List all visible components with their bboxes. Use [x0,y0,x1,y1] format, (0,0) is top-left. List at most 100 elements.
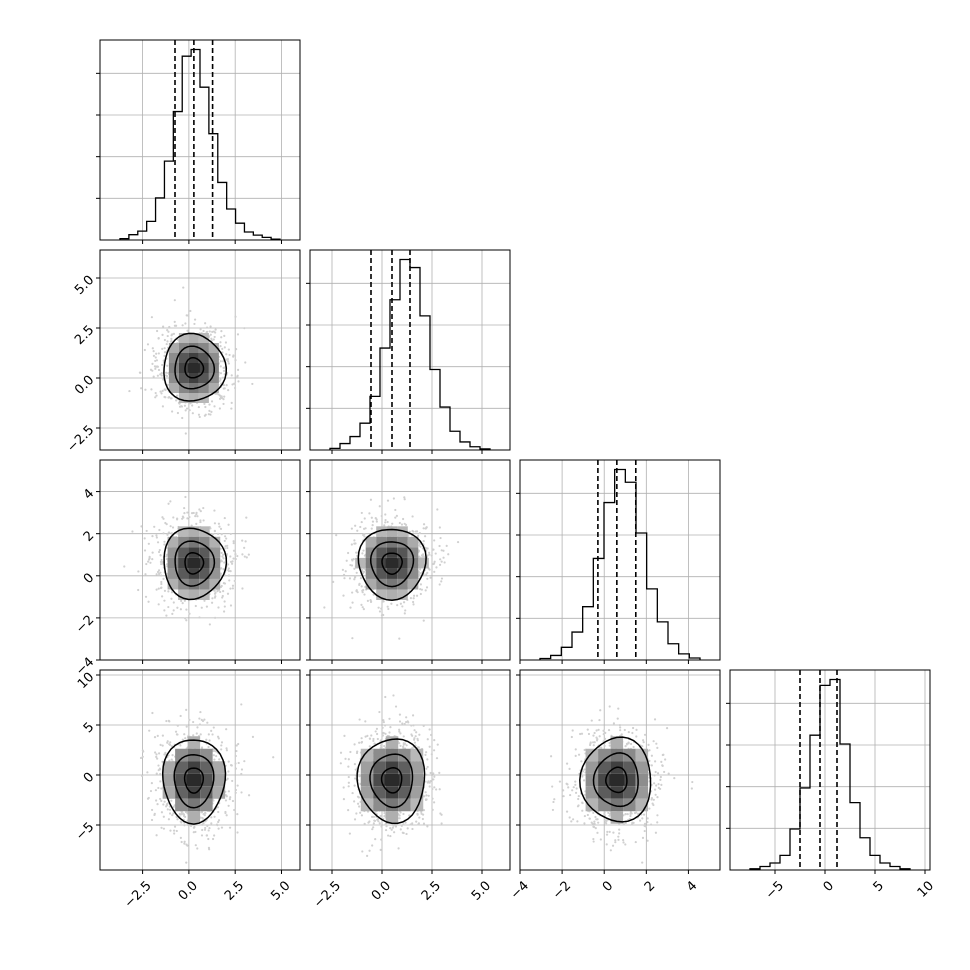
scatter-point [155,329,159,333]
scatter-point [438,583,441,586]
density-cell [585,798,599,812]
scatter-point [641,817,644,820]
scatter-point [181,602,184,605]
scatter-point [208,409,211,412]
scatter-point [200,834,204,837]
scatter-point [410,724,413,727]
scatter-point [212,338,215,341]
scatter-point [155,834,158,837]
density-cell [398,786,411,799]
scatter-point [228,579,231,582]
scatter-point [219,341,222,344]
scatter-point [425,573,428,576]
density-cell [376,526,387,537]
density-cell [175,798,188,812]
scatter-point [607,728,611,732]
scatter-point [172,332,176,335]
scatter-point [224,341,228,344]
scatter-point [456,540,460,544]
scatter-point [163,609,166,612]
scatter-point [332,580,335,583]
scatter-point [166,329,169,332]
scatter-point [347,785,350,788]
scatter-point [183,506,186,510]
scatter-point [223,346,226,349]
x-tick-label: 4 [684,878,700,894]
scatter-point [590,821,593,824]
scatter-point [213,335,216,339]
scatter-point [425,773,428,776]
scatter-point [347,775,350,779]
scatter-point [193,322,196,326]
scatter-point [190,511,194,515]
scatter-point [179,714,182,718]
density-cell [199,557,210,569]
scatter-point [351,591,354,594]
scatter-point [155,753,158,756]
scatter-point [157,786,160,790]
density-cell [585,748,599,762]
contour-line [592,752,639,808]
scatter-point [402,517,405,521]
scatter-point [368,745,371,748]
density-cell [209,568,221,579]
scatter-point [219,527,223,530]
scatter-point [235,348,238,351]
scatter-point [605,819,608,823]
x-tick-label: 2.5 [419,878,444,903]
scatter-point [218,380,221,383]
scatter-point [401,722,404,725]
scatter-point [162,827,166,830]
scatter-point [648,807,651,810]
scatter-point [183,733,186,736]
scatter-point [219,585,223,589]
scatter-point [372,822,375,825]
scatter-point [188,718,191,722]
scatter-point [215,754,218,758]
scatter-point [429,733,433,737]
scatter-point [206,330,209,333]
scatter-point [436,743,439,746]
scatter-point [440,560,443,563]
scatter-point [440,580,443,583]
scatter-point [343,577,346,580]
scatter-point [639,819,642,822]
scatter-point [568,816,571,819]
scatter-point [400,523,404,526]
scatter-point [150,316,154,319]
density-cell [598,773,611,787]
scatter-point [184,617,187,620]
scatter-point [384,828,388,832]
scatter-point [204,322,207,325]
density-cell [198,373,209,383]
scatter-point [423,535,427,538]
scatter-point [158,772,162,776]
scatter-point [382,719,385,722]
scatter-point [428,728,431,731]
scatter-point [659,775,662,779]
scatter-point [347,758,350,761]
scatter-point [144,388,147,391]
scatter-point [176,606,179,609]
density-cell [212,761,226,774]
scatter-point [412,603,415,606]
scatter-point [232,354,235,357]
scatter-point [647,743,650,746]
scatter-point [213,596,217,599]
scatter-point [222,568,225,571]
scatter-point [618,832,621,835]
scatter-point [209,413,212,416]
scatter-point [155,394,158,397]
scatter-point [354,768,357,771]
scatter-point [378,822,381,825]
density-cell [167,547,179,558]
scatter-point [388,717,391,720]
scatter-point [358,805,361,808]
x-tick-label: 0 [821,878,837,894]
scatter-point [637,812,640,816]
density-cell [365,536,377,548]
scatter-point [629,812,632,815]
scatter-point [592,744,595,747]
scatter-point [594,827,597,830]
scatter-point [368,512,371,515]
